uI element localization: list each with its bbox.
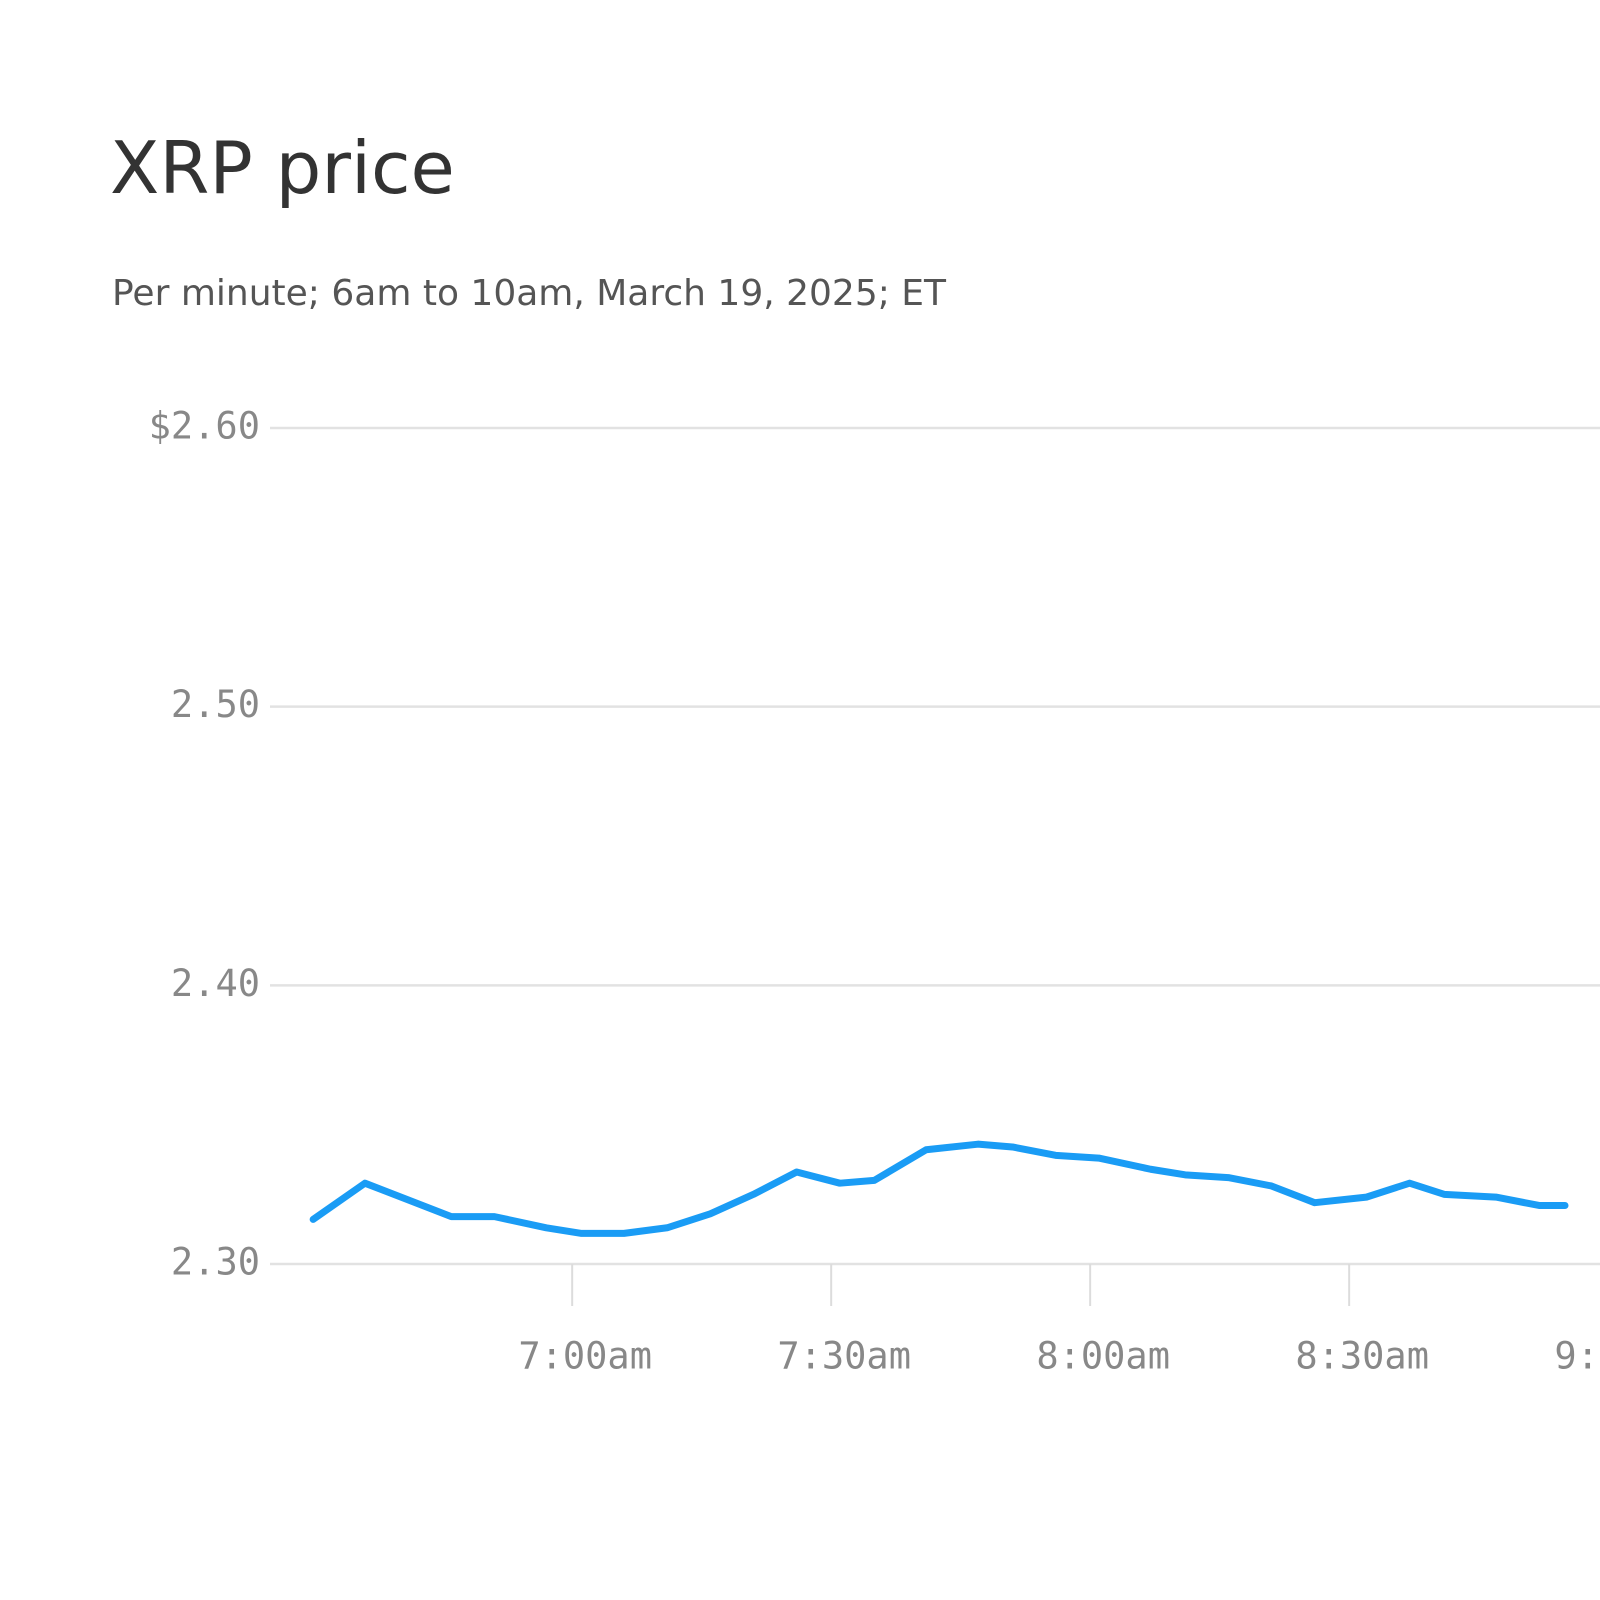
y-tick-label: 2.40	[171, 962, 260, 1005]
chart-title: XRP price	[110, 126, 455, 210]
x-tick-label: 7:00am	[518, 1335, 652, 1378]
x-tick-label: 8:00am	[1036, 1335, 1170, 1378]
y-tick-label: 2.30	[171, 1241, 260, 1284]
y-tick-label: $2.60	[149, 405, 260, 448]
x-tick-label: 8:30am	[1295, 1335, 1429, 1378]
x-tick-label: 7:30am	[777, 1335, 911, 1378]
price-line	[309, 1140, 1569, 1237]
y-tick-label: 2.50	[171, 683, 260, 726]
x-tick-label: 9:00am	[1554, 1335, 1600, 1378]
chart-subtitle: Per minute; 6am to 10am, March 19, 2025;…	[112, 273, 947, 314]
